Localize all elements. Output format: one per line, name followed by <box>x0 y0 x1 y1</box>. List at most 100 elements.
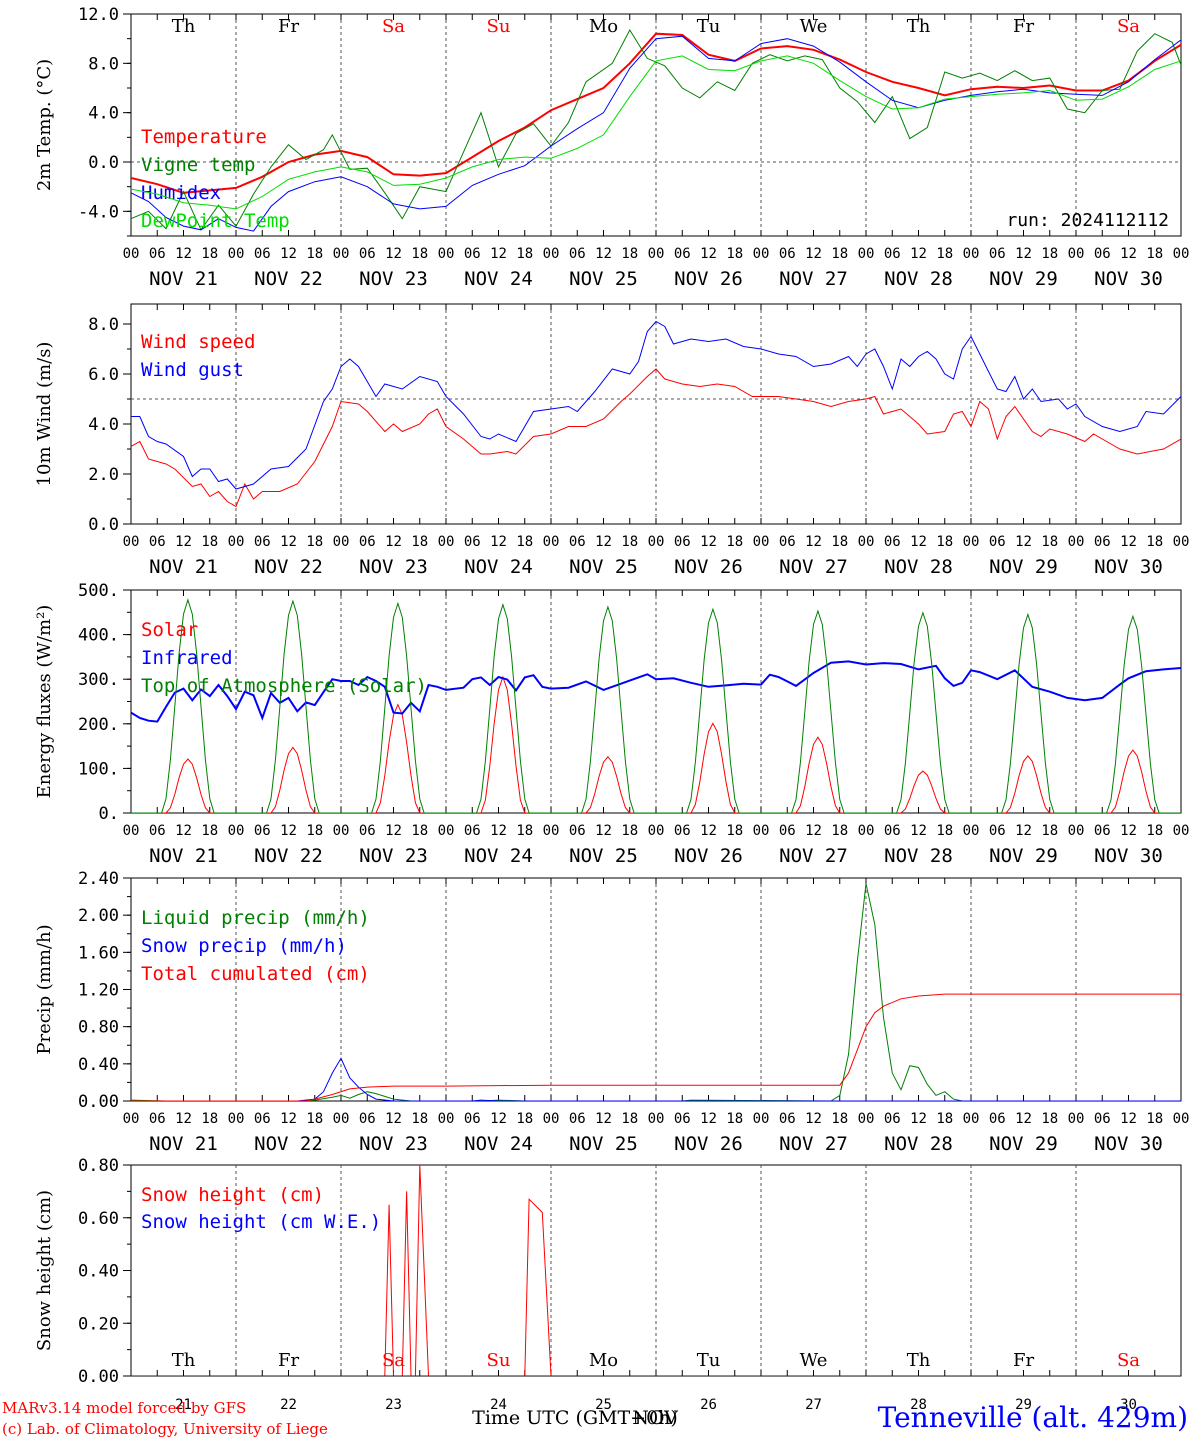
x-date-label: NOV 22 <box>254 845 323 867</box>
y-tick-label: 8.0 <box>88 315 119 335</box>
x-hour-label: 00 <box>1068 534 1085 550</box>
y-axis-label: 10m Wind (m/s) <box>34 342 55 487</box>
x-date-label: NOV 23 <box>359 268 428 290</box>
x-hour-label: 00 <box>228 823 245 839</box>
x-hour-label: 12 <box>1120 1111 1137 1127</box>
x-date-label: NOV 21 <box>149 845 218 867</box>
x-date-label: NOV 23 <box>359 845 428 867</box>
legend-entry: Liquid precip (mm/h) <box>141 907 370 929</box>
x-date-label: NOV 26 <box>674 845 743 867</box>
x-hour-label: 00 <box>543 823 560 839</box>
x-hour-label: 12 <box>175 534 192 550</box>
y-tick-label: 400. <box>78 626 119 646</box>
x-day-number: 30 <box>1120 1397 1137 1413</box>
credit-line-1: MARv3.14 model forced by GFS <box>2 1399 246 1417</box>
x-hour-label: 00 <box>228 246 245 262</box>
x-hour-label: 18 <box>516 1111 533 1127</box>
x-hour-label: 18 <box>1041 246 1058 262</box>
x-hour-label: 00 <box>648 1111 665 1127</box>
x-hour-label: 18 <box>1146 534 1163 550</box>
x-hour-label: 18 <box>411 823 428 839</box>
x-hour-label: 06 <box>779 246 796 262</box>
legend-entry: Wind gust <box>141 359 244 381</box>
y-tick-label: -4.0 <box>78 202 119 222</box>
y-axis-label: Precip (mm/h) <box>34 924 55 1054</box>
x-day-number: 24 <box>490 1397 507 1413</box>
y-tick-label: 0.40 <box>78 1262 119 1282</box>
x-hour-label: 18 <box>411 1111 428 1127</box>
x-date-label: NOV 27 <box>779 268 848 290</box>
series-line-temperature <box>131 32 1181 194</box>
y-tick-label: 6.0 <box>88 365 119 385</box>
x-date-label: NOV 28 <box>884 268 953 290</box>
day-letter: Tu <box>697 1350 721 1371</box>
x-hour-label: 00 <box>753 823 770 839</box>
series-line-total-cumulated-cm- <box>131 993 1181 1101</box>
y-tick-label: 0.40 <box>78 1055 119 1075</box>
x-hour-label: 12 <box>175 823 192 839</box>
x-hour-label: 18 <box>936 246 953 262</box>
x-hour-label: 06 <box>1094 1111 1111 1127</box>
x-hour-label: 18 <box>201 246 218 262</box>
x-hour-label: 06 <box>464 534 481 550</box>
x-hour-label: 00 <box>438 246 455 262</box>
x-hour-label: 00 <box>963 246 980 262</box>
x-hour-label: 12 <box>805 823 822 839</box>
xaxis-title-overlap: NOV <box>632 1407 678 1429</box>
x-hour-label: 12 <box>175 1111 192 1127</box>
x-hour-label: 06 <box>149 246 166 262</box>
x-hour-label: 00 <box>1173 823 1190 839</box>
x-hour-label: 00 <box>858 246 875 262</box>
panel-wind: 0.0 2.0 4.0 6.0 8.0 10m Wind (m/s) 00 06 12 18 NOV… <box>34 303 1189 578</box>
x-date-label: NOV 30 <box>1094 556 1163 578</box>
x-date-label: NOV 27 <box>779 1133 848 1155</box>
x-hour-label: 18 <box>831 534 848 550</box>
y-axis-label: Snow height (cm) <box>34 1190 55 1351</box>
legend-entry: DewPoint Temp <box>141 210 290 232</box>
x-hour-label: 00 <box>963 534 980 550</box>
series-line-solar <box>131 675 1181 813</box>
x-hour-label: 18 <box>306 534 323 550</box>
x-date-label: NOV 22 <box>254 268 323 290</box>
series-line-wind-gust <box>131 320 1181 490</box>
series-line-vigne-temp <box>131 28 1181 231</box>
x-hour-label: 06 <box>359 823 376 839</box>
x-hour-label: 12 <box>910 823 927 839</box>
x-day-number: 27 <box>805 1397 822 1413</box>
x-hour-label: 00 <box>123 246 140 262</box>
y-tick-label: 300. <box>78 670 119 690</box>
x-hour-label: 06 <box>254 534 271 550</box>
series-line-wind-speed <box>131 368 1181 508</box>
day-letter: Th <box>907 16 931 37</box>
x-hour-label: 12 <box>805 534 822 550</box>
day-letter: Fr <box>278 16 299 37</box>
legend-entry: Snow precip (mm/h) <box>141 935 347 957</box>
legend-entry: Vigne temp <box>141 154 255 176</box>
x-hour-label: 12 <box>1120 823 1137 839</box>
x-date-label: NOV 21 <box>149 1133 218 1155</box>
y-tick-label: 12.0 <box>78 5 119 25</box>
x-hour-label: 06 <box>1094 534 1111 550</box>
x-hour-label: 00 <box>123 823 140 839</box>
x-hour-label: 18 <box>621 246 638 262</box>
x-date-label: NOV 22 <box>254 1133 323 1155</box>
x-hour-label: 18 <box>726 1111 743 1127</box>
y-tick-label: 1.60 <box>78 943 119 963</box>
series-line-humidex <box>131 35 1181 232</box>
x-date-label: NOV 25 <box>569 268 638 290</box>
x-date-label: NOV 28 <box>884 845 953 867</box>
x-date-label: NOV 25 <box>569 845 638 867</box>
series-line-dewpoint-temp <box>131 55 1181 210</box>
x-hour-label: 00 <box>648 246 665 262</box>
x-date-label: NOV 23 <box>359 1133 428 1155</box>
x-day-number: 29 <box>1015 1397 1032 1413</box>
x-hour-label: 06 <box>674 1111 691 1127</box>
x-hour-label: 18 <box>201 1111 218 1127</box>
x-hour-label: 12 <box>1015 1111 1032 1127</box>
x-date-label: NOV 28 <box>884 1133 953 1155</box>
day-letter: Su <box>487 1350 511 1371</box>
x-hour-label: 00 <box>753 246 770 262</box>
legend-entry: Top of Atmosphere (Solar) <box>141 675 427 697</box>
x-hour-label: 00 <box>543 534 560 550</box>
series-line-infrared <box>131 660 1181 723</box>
